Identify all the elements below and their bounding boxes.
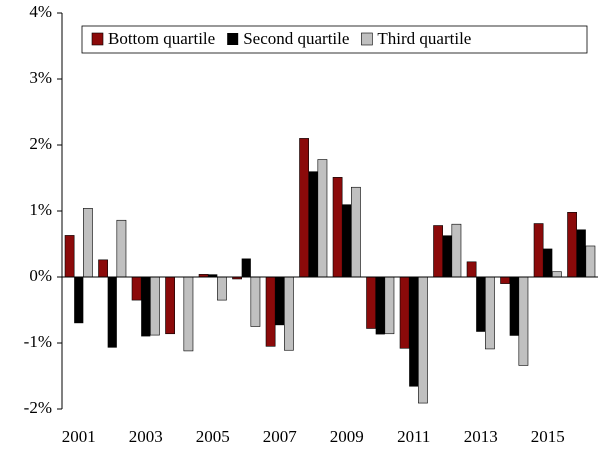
bar [442, 235, 452, 277]
bar [165, 276, 175, 335]
legend-box [81, 25, 588, 54]
bar [74, 277, 84, 324]
bar [585, 245, 596, 278]
x-tick-label: 2015 [531, 427, 565, 446]
bar [552, 271, 562, 278]
bar [116, 219, 127, 278]
bar [433, 225, 443, 278]
bar [275, 277, 285, 326]
bar [64, 235, 75, 278]
bar [265, 276, 276, 347]
x-tick-label: 2001 [62, 427, 96, 446]
y-tick-label: 3% [29, 68, 52, 87]
bar [342, 204, 352, 277]
x-tick-label: 2011 [397, 427, 430, 446]
bar [576, 229, 586, 277]
bar [476, 277, 486, 332]
y-tick-label: -1% [24, 332, 52, 351]
bar [509, 277, 519, 336]
x-tick-label: 2003 [129, 427, 163, 446]
bar [150, 276, 160, 336]
x-tick-label: 2007 [263, 427, 298, 446]
bar [241, 258, 251, 277]
bar [284, 276, 294, 351]
bar [451, 223, 462, 278]
bar [351, 186, 361, 278]
bar [485, 276, 495, 350]
bar [83, 208, 93, 278]
bar [384, 276, 395, 335]
bar [131, 276, 142, 301]
bar [250, 276, 261, 327]
legend-swatch [227, 33, 239, 45]
bar [299, 138, 309, 278]
bar [399, 276, 410, 349]
bar [375, 277, 385, 335]
legend-label: Bottom quartile [108, 29, 215, 48]
legend-label: Third quartile [377, 29, 471, 48]
x-tick-label: 2013 [464, 427, 498, 446]
bar [533, 223, 544, 278]
y-tick-label: 1% [29, 200, 52, 219]
legend-label: Second quartile [243, 29, 349, 48]
legend-swatch [361, 32, 373, 46]
bar [366, 276, 376, 329]
bar [317, 159, 328, 278]
bar [500, 276, 510, 284]
bar [141, 277, 151, 337]
y-tick-label: 0% [29, 266, 52, 285]
x-tick-label: 2005 [196, 427, 230, 446]
bar [418, 276, 428, 404]
x-tick-label: 2009 [330, 427, 364, 446]
bar [308, 171, 318, 277]
y-tick-label: 2% [29, 134, 52, 153]
bar [208, 274, 218, 277]
y-tick-label: 4% [29, 2, 52, 21]
bar [409, 277, 419, 387]
bar [543, 248, 553, 277]
bar [217, 276, 227, 301]
legend-swatch [91, 32, 104, 46]
bar [466, 261, 477, 278]
y-tick-label: -2% [24, 398, 52, 417]
bar [98, 259, 108, 278]
bar [332, 177, 343, 278]
bar [518, 276, 529, 366]
bar [567, 212, 577, 278]
bar [107, 277, 117, 348]
bar [183, 276, 194, 352]
